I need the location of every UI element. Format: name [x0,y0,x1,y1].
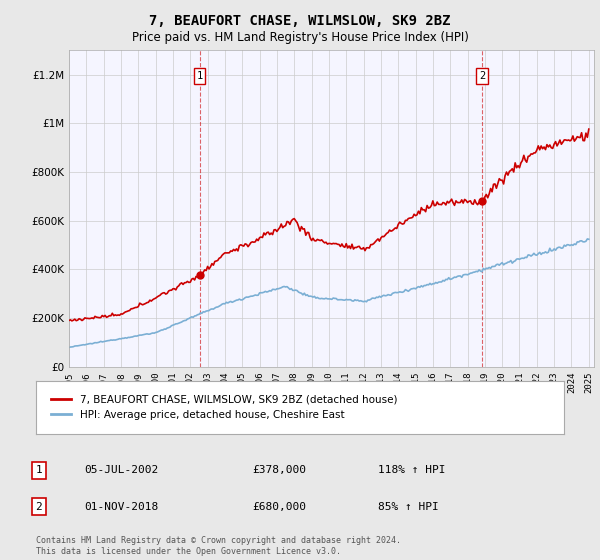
Text: 01-NOV-2018: 01-NOV-2018 [84,502,158,512]
Text: 7, BEAUFORT CHASE, WILMSLOW, SK9 2BZ: 7, BEAUFORT CHASE, WILMSLOW, SK9 2BZ [149,14,451,28]
Text: £680,000: £680,000 [252,502,306,512]
Text: 2: 2 [35,502,43,512]
Text: 05-JUL-2002: 05-JUL-2002 [84,465,158,475]
Text: 2: 2 [479,71,485,81]
Text: 1: 1 [197,71,203,81]
Text: £378,000: £378,000 [252,465,306,475]
Text: 85% ↑ HPI: 85% ↑ HPI [378,502,439,512]
Text: 1: 1 [35,465,43,475]
Legend: 7, BEAUFORT CHASE, WILMSLOW, SK9 2BZ (detached house), HPI: Average price, detac: 7, BEAUFORT CHASE, WILMSLOW, SK9 2BZ (de… [46,391,401,424]
Text: Price paid vs. HM Land Registry's House Price Index (HPI): Price paid vs. HM Land Registry's House … [131,31,469,44]
Text: 118% ↑ HPI: 118% ↑ HPI [378,465,445,475]
Text: Contains HM Land Registry data © Crown copyright and database right 2024.
This d: Contains HM Land Registry data © Crown c… [36,536,401,556]
